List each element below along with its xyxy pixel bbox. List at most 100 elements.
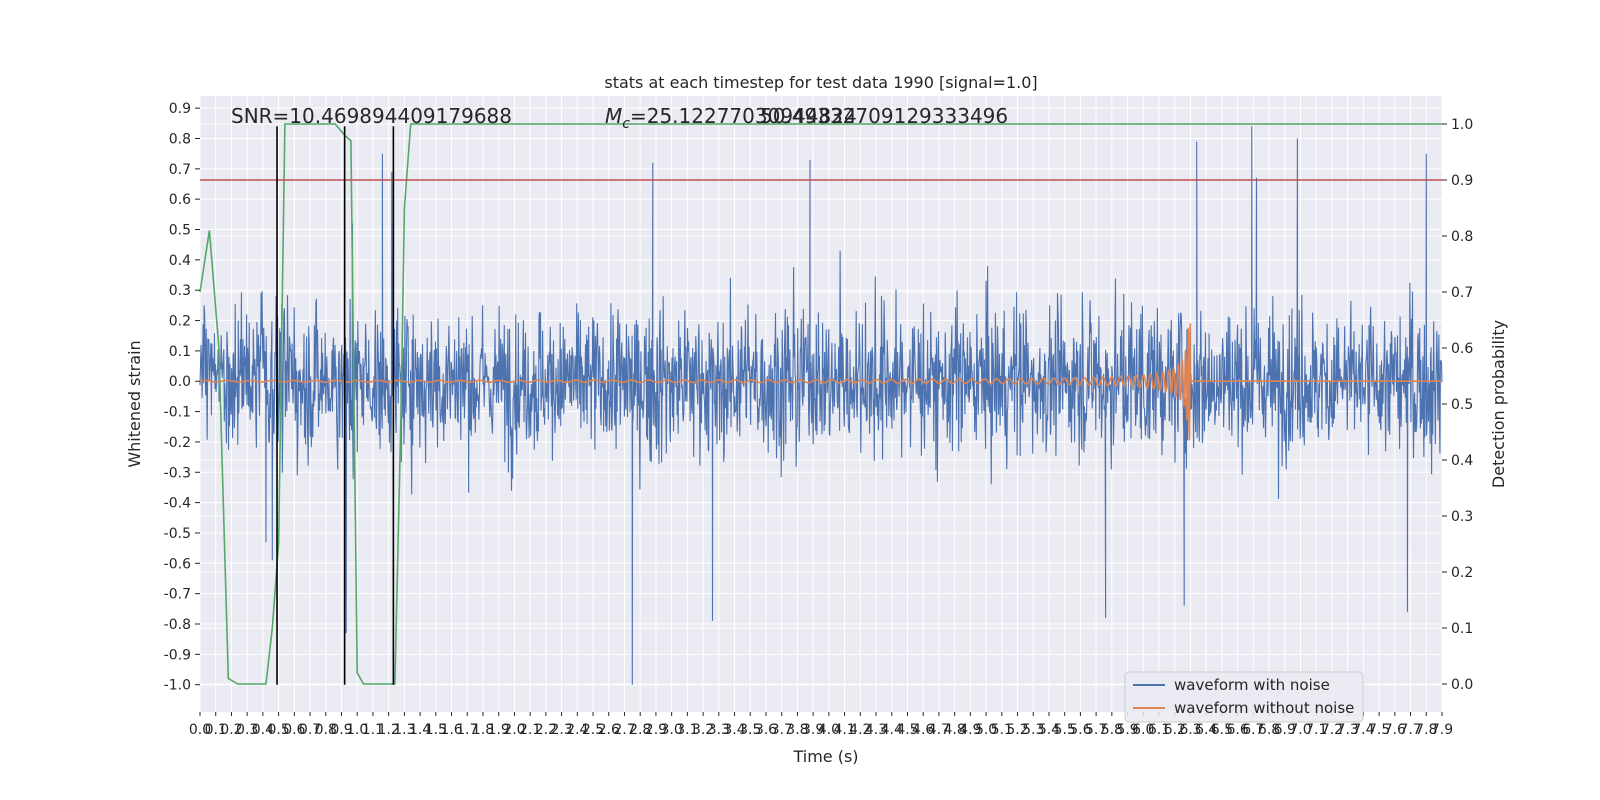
x-tick-label: 2.7 <box>613 722 635 738</box>
x-tick-label: 3.6 <box>755 722 777 738</box>
y-tick-label: 0.7 <box>169 162 191 178</box>
x-tick-label: 6.1 <box>1148 722 1170 738</box>
x-tick-label: 6.0 <box>1132 722 1154 738</box>
mc-symbol: M <box>605 104 622 128</box>
x-tick-label: 0.9 <box>330 722 352 738</box>
x-tick-label: 1.3 <box>393 722 415 738</box>
x-tick-label: 3.0 <box>661 722 683 738</box>
y-axis-ticks: 0.9 0.8 0.7 0.6 0.5 0.4 0.3 0.2 0.1 0.0 -0.1 -0.2 -0… <box>164 101 200 694</box>
x-tick-label: 0.6 <box>283 722 305 738</box>
x-tick-label: 7.6 <box>1384 722 1406 738</box>
y2-tick-label: 0.3 <box>1451 509 1473 525</box>
legend-entry-clean: waveform without noise <box>1174 699 1354 717</box>
x-tick-label: 5.9 <box>1116 722 1138 738</box>
y-tick-label: 0.5 <box>169 223 191 239</box>
x-tick-label: 4.1 <box>833 722 855 738</box>
y2-tick-label: 0.7 <box>1451 285 1473 301</box>
mc-annotation: Mc=25.12277030944824 <box>605 104 857 132</box>
x-tick-label: 5.8 <box>1101 722 1123 738</box>
y-tick-label: 0.2 <box>169 314 191 330</box>
y-tick-label: 0.6 <box>169 192 191 208</box>
series-waveform-with-noise <box>199 126 1443 685</box>
x-tick-label: 5.6 <box>1069 722 1091 738</box>
y-tick-label: -1.0 <box>164 678 191 694</box>
x-tick-label: 6.2 <box>1164 722 1186 738</box>
y-tick-label: -0.3 <box>164 465 191 481</box>
x-tick-label: 0.2 <box>220 722 242 738</box>
x-tick-label: 7.3 <box>1337 722 1359 738</box>
x-tick-label: 4.7 <box>928 722 950 738</box>
y-tick-label: -0.6 <box>164 556 191 572</box>
snr-annotation: SNR=10.469894409179688 <box>231 104 512 128</box>
x-tick-label: 4.9 <box>959 722 981 738</box>
y-tick-label: 0.8 <box>169 131 191 147</box>
x-tick-label: 6.5 <box>1211 722 1233 738</box>
x-tick-label: 2.6 <box>598 722 620 738</box>
x-tick-label: 3.5 <box>739 722 761 738</box>
y-tick-label: 0.3 <box>169 283 191 299</box>
y2-tick-label: 0.2 <box>1451 565 1473 581</box>
x-tick-label: 7.0 <box>1289 722 1311 738</box>
x-tick-label: 0.4 <box>252 722 274 738</box>
x-tick-label: 0.5 <box>267 722 289 738</box>
x-tick-label: 5.0 <box>975 722 997 738</box>
x-tick-label: 4.0 <box>818 722 840 738</box>
x-tick-label: 3.8 <box>786 722 808 738</box>
x-tick-label: 1.4 <box>409 722 431 738</box>
x-tick-label: 5.1 <box>991 722 1013 738</box>
y-tick-label: -0.5 <box>164 526 191 542</box>
x-tick-label: 6.9 <box>1274 722 1296 738</box>
x-tick-label: 3.9 <box>802 722 824 738</box>
y2-axis-ticks: 1.0 0.9 0.8 0.7 0.6 0.5 0.4 0.3 0.2 0.1 0.0 <box>1442 117 1473 693</box>
x-tick-label: 5.5 <box>1054 722 1076 738</box>
mc-value: =25.12277030944824 <box>630 104 857 128</box>
x-tick-label: 6.8 <box>1258 722 1280 738</box>
series-detection-probability <box>199 123 1442 685</box>
x-tick-label: 1.2 <box>378 722 400 738</box>
legend: waveform with noise waveform without noi… <box>1124 671 1364 723</box>
x-tick-label: 1.5 <box>425 722 447 738</box>
y-tick-label: 0.9 <box>169 101 191 117</box>
y2-tick-label: 0.8 <box>1451 229 1473 245</box>
x-tick-label: 0.0 <box>189 722 211 738</box>
legend-entry-noise: waveform with noise <box>1174 676 1330 694</box>
x-tick-label: 0.3 <box>236 722 258 738</box>
x-tick-label: 2.5 <box>582 722 604 738</box>
x-tick-label: 0.7 <box>299 722 321 738</box>
x-tick-label: 2.3 <box>550 722 572 738</box>
x-tick-label: 0.8 <box>315 722 337 738</box>
x-tick-label: 1.7 <box>456 722 478 738</box>
y2-tick-label: 0.6 <box>1451 341 1473 357</box>
y-axis-label: Whitened strain <box>125 340 144 467</box>
x-tick-label: 2.8 <box>629 722 651 738</box>
x-tick-label: 2.2 <box>535 722 557 738</box>
y2-tick-label: 0.0 <box>1451 677 1473 693</box>
x-tick-label: 5.2 <box>1006 722 1028 738</box>
mc-subscript: c <box>622 116 630 132</box>
x-tick-label: 3.3 <box>708 722 730 738</box>
x-tick-label: 4.5 <box>896 722 918 738</box>
x-tick-label: 1.8 <box>472 722 494 738</box>
y2-tick-label: 0.1 <box>1451 621 1473 637</box>
probability-line <box>199 123 1442 685</box>
x-tick-label: 6.6 <box>1226 722 1248 738</box>
x-tick-label: 7.8 <box>1415 722 1437 738</box>
x-tick-label: 4.8 <box>944 722 966 738</box>
x-tick-label: 4.2 <box>849 722 871 738</box>
x-tick-label: 3.4 <box>723 722 745 738</box>
y-tick-label: -0.4 <box>164 496 191 512</box>
y2-tick-label: 1.0 <box>1451 117 1473 133</box>
y2-tick-label: 0.9 <box>1451 173 1473 189</box>
x-tick-label: 2.0 <box>503 722 525 738</box>
x-axis-label: Time (s) <box>792 747 858 766</box>
x-axis-ticks: 0.00.10.20.30.40.50.60.70.80.91.01.11.21… <box>189 712 1453 738</box>
y-tick-label: -0.7 <box>164 587 191 603</box>
x-tick-label: 6.7 <box>1242 722 1264 738</box>
x-tick-label: 5.3 <box>1022 722 1044 738</box>
series-waveform-without-noise <box>200 323 1442 441</box>
x-tick-label: 7.5 <box>1368 722 1390 738</box>
x-tick-label: 1.1 <box>362 722 384 738</box>
noise-line <box>199 126 1443 685</box>
y-tick-label: -0.2 <box>164 435 191 451</box>
